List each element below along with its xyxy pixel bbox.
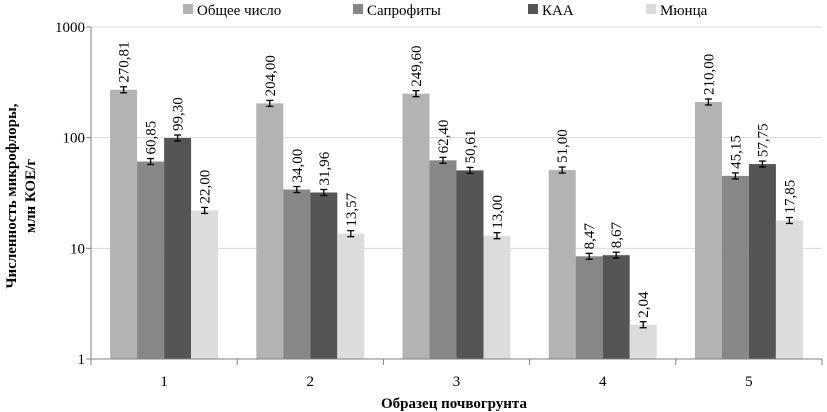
data-label: 2,04 (636, 291, 652, 318)
bar (191, 210, 219, 359)
legend-swatch (528, 4, 538, 14)
bar (775, 220, 803, 359)
error-bar (758, 160, 766, 168)
data-label: 34,00 (290, 149, 306, 183)
data-label: 17,85 (782, 180, 798, 214)
data-label: 60,85 (144, 121, 160, 155)
legend-label: Общее число (197, 3, 281, 19)
bar (110, 89, 138, 360)
error-bars (120, 86, 793, 329)
x-tick-label: 1 (160, 374, 168, 390)
y-axis-title-line: млн КОЕ/г (23, 159, 39, 233)
bar (694, 102, 722, 360)
bar (602, 255, 630, 359)
bar (337, 233, 365, 359)
data-labels: 270,81 60,85 99,30 22,00 204,00 34,00 31,96 13,… (117, 42, 799, 318)
legend-item: КАА (528, 3, 574, 19)
error-bar (731, 172, 739, 180)
legend-swatch (353, 4, 363, 14)
error-bar (174, 134, 182, 142)
bar (402, 93, 430, 360)
error-bar (147, 157, 155, 166)
x-axis-title: Образец почвогрунта (381, 396, 527, 412)
bar (164, 138, 192, 359)
data-label: 51,00 (555, 129, 571, 163)
error-bar (558, 166, 566, 174)
error-bar (612, 251, 620, 259)
legend: Общее число Сапрофиты КАА Мюнца (183, 3, 708, 19)
y-axis-title: Численность микрофлоры, млн КОЕ/г (4, 103, 39, 288)
error-bar (466, 166, 474, 175)
data-label: 45,15 (728, 135, 744, 169)
bar (575, 256, 603, 359)
error-bar (412, 90, 420, 98)
legend-item: Сапрофиты (353, 3, 441, 19)
x-tick-label: 4 (599, 374, 607, 390)
bar (256, 103, 284, 359)
error-bar (320, 188, 328, 197)
legend-label: Сапрофиты (367, 3, 441, 19)
legend-swatch (183, 4, 193, 14)
data-label: 99,30 (171, 97, 187, 131)
bar (548, 170, 576, 359)
legend-label: КАА (542, 3, 574, 19)
y-axis-title-line: Численность микрофлоры, (4, 103, 20, 288)
bar (310, 192, 338, 359)
bar (283, 189, 311, 359)
error-bar (293, 185, 301, 194)
data-label: 270,81 (117, 42, 133, 83)
axes (86, 26, 823, 365)
data-label: 31,96 (317, 151, 333, 185)
error-bar (201, 206, 209, 215)
data-label: 13,57 (344, 192, 360, 226)
data-label: 50,61 (463, 130, 479, 164)
error-bar (639, 321, 647, 329)
bars (110, 89, 803, 360)
legend-item: Общее число (183, 3, 281, 19)
bar (721, 175, 749, 359)
data-label: 249,60 (409, 45, 425, 86)
legend-swatch (646, 4, 656, 14)
bar (429, 160, 457, 359)
error-bar (493, 232, 501, 240)
error-bar (585, 252, 593, 260)
bar (456, 170, 484, 359)
data-label: 210,00 (701, 54, 717, 95)
y-tick-label: 1 (78, 352, 86, 368)
y-tick-label: 10 (70, 241, 85, 257)
y-tick-label: 100 (63, 131, 86, 147)
bar (748, 164, 776, 359)
y-tick-labels: 1 10 100 1000 (55, 20, 85, 368)
x-tick-labels: 1 2 3 4 5 (160, 374, 752, 390)
x-tick-label: 5 (745, 374, 753, 390)
legend-label: Мюнца (660, 3, 708, 19)
legend-item: Мюнца (646, 3, 708, 19)
error-bar (785, 216, 793, 225)
data-label: 62,40 (436, 120, 452, 154)
bar (483, 235, 511, 359)
data-label: 204,00 (263, 55, 279, 96)
bar (629, 324, 657, 359)
x-tick-label: 2 (307, 374, 315, 390)
data-label: 8,47 (582, 223, 598, 250)
data-label: 8,67 (609, 221, 625, 248)
data-label: 57,75 (755, 123, 771, 157)
error-bar (347, 230, 355, 238)
error-bar (266, 99, 274, 108)
y-tick-label: 1000 (55, 20, 85, 36)
error-bar (704, 98, 712, 106)
x-tick-label: 3 (453, 374, 461, 390)
bar (137, 161, 165, 359)
error-bar (120, 86, 128, 94)
data-label: 22,00 (198, 170, 214, 204)
data-label: 13,00 (490, 195, 506, 229)
error-bar (439, 156, 447, 164)
